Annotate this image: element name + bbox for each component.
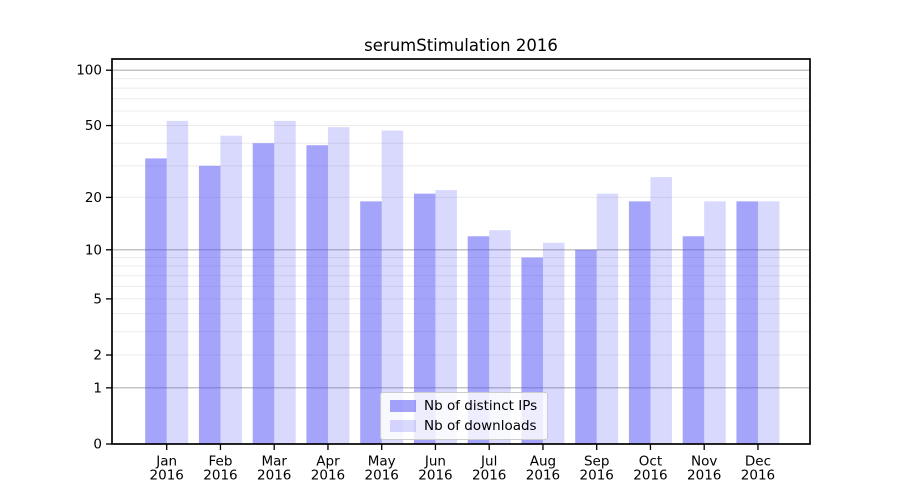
x-tick-label: Mar 2016 bbox=[257, 454, 291, 484]
y-tick-label: 100 bbox=[76, 63, 102, 79]
x-tick-label: Jul 2016 bbox=[472, 454, 506, 484]
legend-item-ips: Nb of distinct IPs bbox=[390, 398, 537, 414]
bar-downloads-aug bbox=[542, 242, 565, 444]
bar-ips-nov bbox=[682, 236, 705, 444]
bar-downloads-nov bbox=[704, 201, 726, 444]
y-tick-label: 20 bbox=[85, 190, 102, 206]
x-tick-label: Jun 2016 bbox=[418, 454, 452, 484]
bar-ips-may bbox=[360, 201, 382, 444]
bar-downloads-dec bbox=[757, 201, 780, 444]
chart-title: serumStimulation 2016 bbox=[364, 36, 558, 55]
bar-ips-sep bbox=[575, 249, 597, 444]
x-tick-label: Aug 2016 bbox=[526, 454, 560, 484]
x-tick-label: Feb 2016 bbox=[203, 454, 237, 484]
bar-downloads-jan bbox=[166, 120, 189, 444]
x-tick-label: Dec 2016 bbox=[741, 454, 775, 484]
y-tick-label: 50 bbox=[85, 118, 102, 134]
bar-downloads-feb bbox=[220, 135, 242, 445]
bar-downloads-sep bbox=[596, 193, 619, 444]
x-tick-label: Jan 2016 bbox=[150, 454, 184, 484]
legend: Nb of distinct IPs Nb of downloads bbox=[380, 392, 549, 440]
y-tick-label: 5 bbox=[93, 291, 102, 307]
x-tick-label: Apr 2016 bbox=[311, 454, 345, 484]
bar-downloads-jul bbox=[489, 230, 511, 444]
x-tick-label: Nov 2016 bbox=[687, 454, 721, 484]
bar-ips-oct bbox=[628, 201, 651, 444]
y-tick-label: 10 bbox=[85, 242, 102, 258]
bar-ips-dec bbox=[736, 201, 758, 444]
y-tick-label: 1 bbox=[93, 380, 102, 396]
legend-label-ips: Nb of distinct IPs bbox=[424, 398, 538, 414]
bar-downloads-oct bbox=[650, 177, 672, 445]
bar-downloads-apr bbox=[327, 127, 350, 444]
bar-ips-mar bbox=[252, 143, 275, 444]
bar-downloads-may bbox=[381, 130, 404, 444]
x-tick-label: May 2016 bbox=[365, 454, 399, 484]
bar-ips-jun bbox=[413, 193, 436, 444]
bar-downloads-mar bbox=[274, 120, 296, 444]
legend-label-downloads: Nb of downloads bbox=[424, 418, 537, 434]
legend-swatch-downloads bbox=[390, 420, 416, 432]
axes-frame bbox=[111, 58, 811, 445]
x-tick-label: Oct 2016 bbox=[633, 454, 667, 484]
bar-downloads-jun bbox=[435, 190, 457, 444]
bar-ips-feb bbox=[198, 165, 221, 444]
legend-item-downloads: Nb of downloads bbox=[390, 418, 537, 434]
y-tick-label: 2 bbox=[93, 348, 102, 364]
bar-ips-apr bbox=[306, 145, 328, 445]
y-tick-label: 0 bbox=[93, 437, 102, 453]
bar-ips-jan bbox=[145, 158, 167, 444]
x-tick-label: Sep 2016 bbox=[580, 454, 614, 484]
legend-swatch-ips bbox=[390, 400, 416, 412]
